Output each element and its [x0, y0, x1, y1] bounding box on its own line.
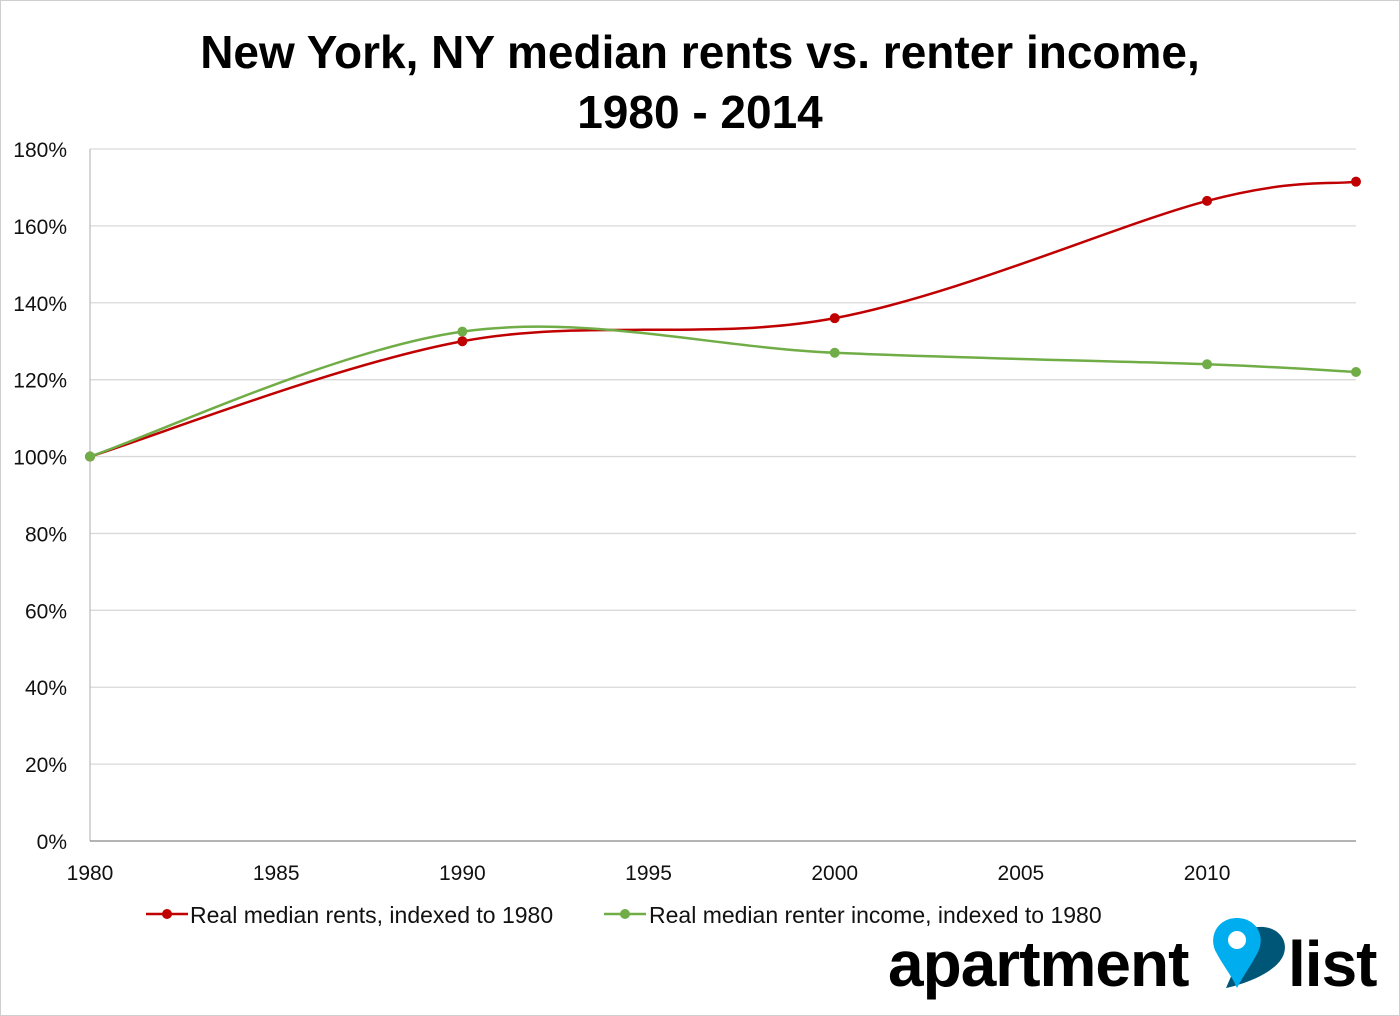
chart-title-line-2: 1980 - 2014: [577, 86, 823, 138]
legend-label-income: Real median renter income, indexed to 19…: [649, 902, 1102, 928]
y-tick-label: 100%: [13, 447, 67, 470]
series-line-1: [89, 325, 1357, 458]
x-tick-label: 2010: [1184, 862, 1231, 885]
logo-pin-icon: [1213, 918, 1261, 988]
data-point-series-0: [829, 313, 840, 324]
logo-pin-hole: [1228, 931, 1246, 949]
logo-text-apartment: apartment: [888, 928, 1189, 1000]
legend-marker-rents: [162, 909, 172, 919]
y-tick-label: 60%: [25, 600, 67, 623]
apartment-list-logo: apartment list: [888, 918, 1378, 1000]
y-tick-label: 40%: [25, 677, 67, 700]
legend: Real median rents, indexed to 1980 Real …: [146, 902, 1102, 928]
y-tick-label: 0%: [37, 831, 67, 854]
data-point-series-1: [85, 451, 95, 462]
y-axis-ticks: 0% 20% 40% 60% 80% 100% 120% 140% 160% 180%: [13, 139, 67, 854]
data-point-series-1: [457, 326, 468, 337]
data-point-series-1: [1202, 359, 1213, 370]
x-tick-label: 1995: [625, 862, 672, 885]
series-line-0: [89, 180, 1357, 458]
y-tick-label: 140%: [13, 293, 67, 316]
legend-label-rents: Real median rents, indexed to 1980: [190, 902, 553, 928]
x-tick-label: 1985: [253, 862, 300, 885]
y-tick-label: 80%: [25, 523, 67, 546]
logo-text-list: list: [1288, 928, 1377, 1000]
y-tick-label: 20%: [25, 754, 67, 777]
data-point-series-1: [1351, 366, 1361, 377]
gridlines: [89, 148, 1356, 842]
x-tick-label: 2000: [811, 862, 858, 885]
data-point-series-1: [829, 347, 840, 358]
legend-marker-income: [620, 909, 630, 919]
series-lines: [85, 176, 1361, 462]
data-point-series-0: [1202, 195, 1213, 206]
data-point-series-0: [1351, 176, 1361, 187]
y-tick-label: 160%: [13, 216, 67, 239]
y-tick-label: 120%: [13, 370, 67, 393]
data-point-series-0: [457, 336, 468, 347]
x-tick-label: 1980: [67, 862, 114, 885]
x-tick-label: 1990: [439, 862, 486, 885]
chart-title-line-1: New York, NY median rents vs. renter inc…: [200, 26, 1200, 78]
y-tick-label: 180%: [13, 139, 67, 162]
x-axis-ticks: 1980 1985 1990 1995 2000 2005 2010: [67, 862, 1231, 885]
x-tick-label: 2005: [998, 862, 1045, 885]
